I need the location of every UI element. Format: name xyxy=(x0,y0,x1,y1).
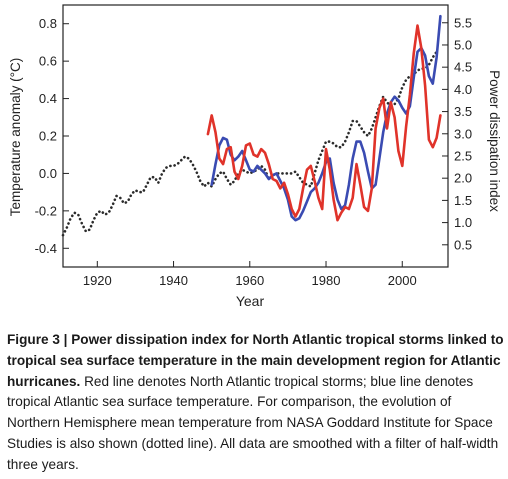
figure-caption: Figure 3 | Power dissipation index for N… xyxy=(7,330,505,476)
y-right-tick-label: 3.5 xyxy=(454,104,472,119)
figure-caption-body: Red line denotes North Atlantic tropical… xyxy=(7,373,499,472)
y-left-tick-label: 0.0 xyxy=(39,166,57,181)
y-axis-label-right: Power dissipation index xyxy=(487,70,502,212)
y-right-tick-label: 5.5 xyxy=(454,15,472,30)
y-right-tick-label: 2.0 xyxy=(454,171,472,186)
y-right-tick-label: 0.5 xyxy=(454,237,472,252)
y-right-tick-label: 4.0 xyxy=(454,82,472,97)
x-tick-label: 1980 xyxy=(312,273,341,288)
y-left-tick-label: -0.2 xyxy=(35,203,57,218)
x-tick-label: 1960 xyxy=(235,273,264,288)
y-right-tick-label: 1.0 xyxy=(454,215,472,230)
x-axis-label: Year xyxy=(236,293,265,309)
y-left-tick-label: 0.6 xyxy=(39,54,57,69)
line-chart: 1920 1940 1960 1980 2000 -0.4 -0.2 0.0 0.2 0.4 0.6… xyxy=(8,4,502,309)
x-tick-label: 1920 xyxy=(83,273,112,288)
y-right-tick-label: 3.0 xyxy=(454,126,472,141)
x-tick-label: 1940 xyxy=(159,273,188,288)
figure-label: Figure 3 | xyxy=(7,332,72,347)
y-left-tick-label: -0.4 xyxy=(35,241,57,256)
y-left-tick-label: 0.4 xyxy=(39,91,57,106)
y-axis-label-left: Temperature anomaly (°C) xyxy=(8,58,23,216)
pdi-line xyxy=(206,24,442,222)
figure-title: Power dissipation index for North Atlant… xyxy=(7,332,504,389)
plot-area-frame xyxy=(62,4,449,268)
x-tick-label: 2000 xyxy=(388,273,417,288)
y-right-tick-label: 5.0 xyxy=(454,37,472,52)
y-left-tick-label: 0.8 xyxy=(39,16,57,31)
y-right-tick-label: 2.5 xyxy=(454,148,472,163)
y-right-tick-label: 4.5 xyxy=(454,60,472,75)
y-left-tick-label: 0.2 xyxy=(39,129,57,144)
nh-temperature-line xyxy=(61,50,438,237)
y-right-tick-label: 1.5 xyxy=(454,193,472,208)
